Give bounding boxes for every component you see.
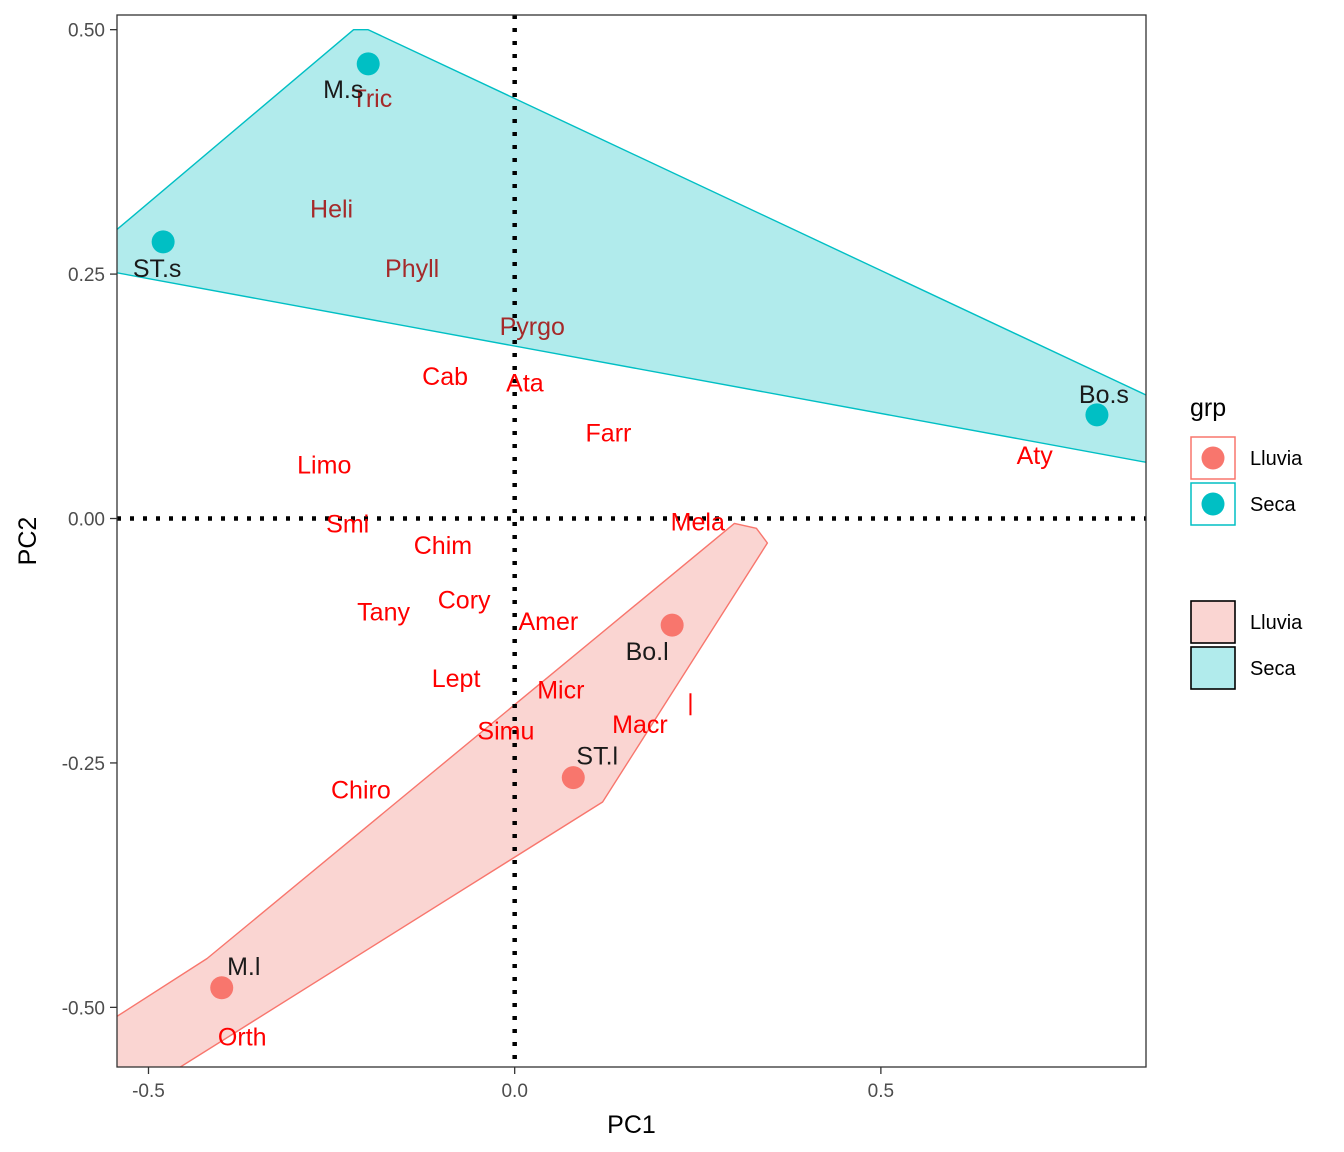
species-label: Simu	[477, 718, 534, 746]
site-points: M.s ST.s Bo.s Bo.l ST.l M.l	[133, 52, 1129, 1000]
legend-point	[1201, 492, 1225, 516]
species-label: Ata	[506, 370, 544, 398]
plot-panel-border	[116, 14, 1147, 1068]
y-tick-label: -0.25	[62, 754, 105, 775]
species-label: Cory	[438, 587, 491, 615]
x-tick-label: -0.5	[132, 1081, 165, 1102]
hull-lluvia	[117, 522, 769, 1067]
species-label: Heli	[310, 196, 353, 224]
legend-key-fill	[1190, 646, 1236, 690]
site-point-st-l	[561, 766, 585, 790]
species-label: Mela	[671, 508, 725, 536]
site-point-m-l	[210, 976, 234, 1000]
species-label: Amer	[519, 608, 579, 636]
y-tick-label: 0.00	[68, 510, 105, 531]
species-label: Cab	[422, 363, 468, 391]
group-hulls	[117, 29, 1146, 1067]
legend-point	[1201, 446, 1225, 470]
x-axis-title: PC1	[607, 1111, 656, 1139]
species-label: Micr	[537, 677, 584, 705]
species-label: Lept	[432, 665, 481, 693]
species-label: Orth	[218, 1024, 267, 1052]
site-label: M.l	[227, 953, 260, 981]
legend: grp Lluvia Seca Lluvia Seca	[1190, 394, 1303, 690]
x-tick-label: 0.5	[868, 1081, 894, 1102]
legend-label: Lluvia	[1250, 448, 1303, 470]
site-label: ST.l	[576, 743, 618, 771]
species-label: Macr	[612, 711, 668, 739]
species-label: Aty	[1017, 442, 1054, 470]
reference-lines	[117, 15, 1146, 1067]
species-labels: Tric Heli Phyll Pyrgo Cab Ata Farr Limo Aty Mela S…	[218, 85, 1053, 1052]
species-label: Pyrgo	[500, 313, 565, 341]
site-point-st-s	[151, 230, 175, 254]
x-tick-label: 0.0	[501, 1081, 527, 1102]
species-label: Limo	[297, 452, 351, 480]
site-point-bo-s	[1085, 403, 1109, 427]
species-label: Chiro	[331, 776, 391, 804]
legend-label: Lluvia	[1250, 612, 1303, 634]
site-label: Bo.l	[626, 638, 669, 666]
species-label: Tany	[357, 598, 410, 626]
y-tick-label: -0.50	[62, 998, 105, 1019]
site-label: Bo.s	[1079, 381, 1129, 409]
y-tick-label: 0.25	[68, 265, 105, 286]
site-label: M.s	[323, 76, 363, 104]
legend-label: Seca	[1250, 494, 1296, 516]
species-label: Phyll	[385, 255, 439, 283]
legend-title: grp	[1190, 394, 1226, 422]
x-axis: -0.5 0.0 0.5	[132, 1067, 894, 1102]
species-label: Chim	[414, 532, 472, 560]
species-label: Farr	[586, 419, 632, 447]
site-label: ST.s	[133, 255, 182, 283]
hull-seca	[117, 29, 1146, 463]
y-tick-label: 0.50	[68, 21, 105, 42]
site-point-bo-l	[660, 613, 684, 637]
species-label: Tric	[352, 85, 393, 113]
species-label: Smi	[326, 510, 369, 538]
site-point-m-s	[356, 52, 380, 76]
y-axis: 0.50 0.25 0.00 -0.25 -0.50	[62, 21, 117, 1019]
legend-label: Seca	[1250, 658, 1296, 680]
y-axis-title: PC2	[14, 517, 42, 566]
legend-key-fill	[1190, 600, 1236, 644]
